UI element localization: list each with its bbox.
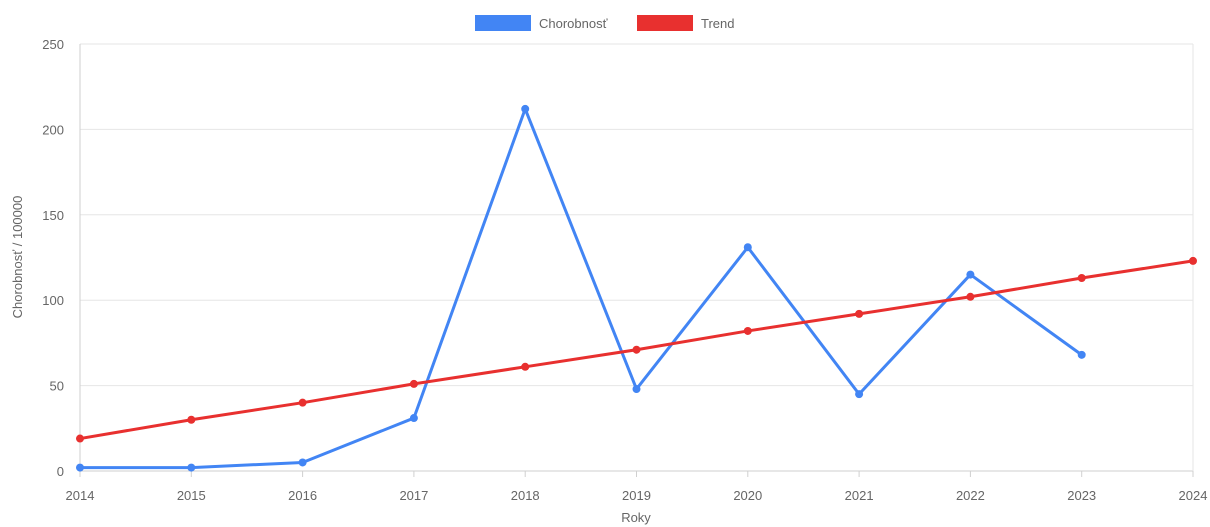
data-point-chorobnost[interactable]	[855, 390, 864, 399]
y-tick-label: 0	[57, 464, 64, 479]
data-point-chorobnost[interactable]	[76, 463, 84, 472]
data-point-chorobnost[interactable]	[409, 414, 418, 423]
x-tick-label: 2016	[288, 488, 317, 503]
tick-labels: 0 50 100 150 200 250 2014 2015 2016 2017 2018 2019 2…	[42, 37, 1207, 503]
data-point-trend[interactable]	[743, 326, 752, 335]
y-tick-label: 250	[42, 37, 64, 52]
data-point-trend[interactable]	[521, 362, 530, 371]
data-point-trend[interactable]	[855, 309, 864, 318]
data-point-chorobnost[interactable]	[966, 270, 975, 279]
series-line-chorobnost[interactable]	[78, 107, 1084, 470]
series-lines	[76, 104, 1197, 472]
x-tick-label: 2023	[1067, 488, 1096, 503]
data-point-chorobnost[interactable]	[1077, 350, 1086, 359]
data-point-trend[interactable]	[1189, 256, 1197, 265]
data-point-trend[interactable]	[409, 379, 418, 388]
x-tick-label: 2020	[733, 488, 762, 503]
y-tick-label: 150	[42, 208, 64, 223]
x-axis-title: Roky	[621, 510, 651, 525]
legend-label-trend[interactable]: Trend	[701, 16, 734, 31]
data-point-chorobnost[interactable]	[632, 385, 641, 394]
data-point-trend[interactable]	[76, 434, 84, 443]
data-point-chorobnost[interactable]	[298, 458, 307, 467]
y-tick-label: 50	[50, 379, 64, 394]
grid-lines	[80, 43, 1193, 472]
x-tick-label: 2019	[622, 488, 651, 503]
x-tick-label: 2018	[511, 488, 540, 503]
data-point-trend[interactable]	[187, 415, 196, 424]
legend: Chorobnosť Trend	[475, 15, 734, 31]
y-tick-label: 200	[42, 122, 64, 137]
data-point-chorobnost[interactable]	[187, 463, 196, 472]
legend-swatch-chorobnost[interactable]	[475, 15, 531, 31]
x-tick-label: 2024	[1179, 488, 1208, 503]
legend-label-chorobnost[interactable]: Chorobnosť	[539, 16, 608, 31]
data-point-trend[interactable]	[632, 345, 641, 354]
x-tick-label: 2022	[956, 488, 985, 503]
y-tick-label: 100	[42, 293, 64, 308]
x-tick-label: 2017	[399, 488, 428, 503]
data-point-chorobnost[interactable]	[743, 243, 752, 252]
data-point-trend[interactable]	[966, 292, 975, 301]
x-tick-label: 2014	[66, 488, 95, 503]
y-axis-title: Chorobnosť / 100000	[10, 196, 25, 319]
data-point-trend[interactable]	[298, 398, 307, 407]
x-tick-label: 2015	[177, 488, 206, 503]
data-point-chorobnost[interactable]	[521, 104, 530, 113]
legend-swatch-trend[interactable]	[637, 15, 693, 31]
x-tick-label: 2021	[845, 488, 874, 503]
data-point-trend[interactable]	[1077, 273, 1086, 282]
